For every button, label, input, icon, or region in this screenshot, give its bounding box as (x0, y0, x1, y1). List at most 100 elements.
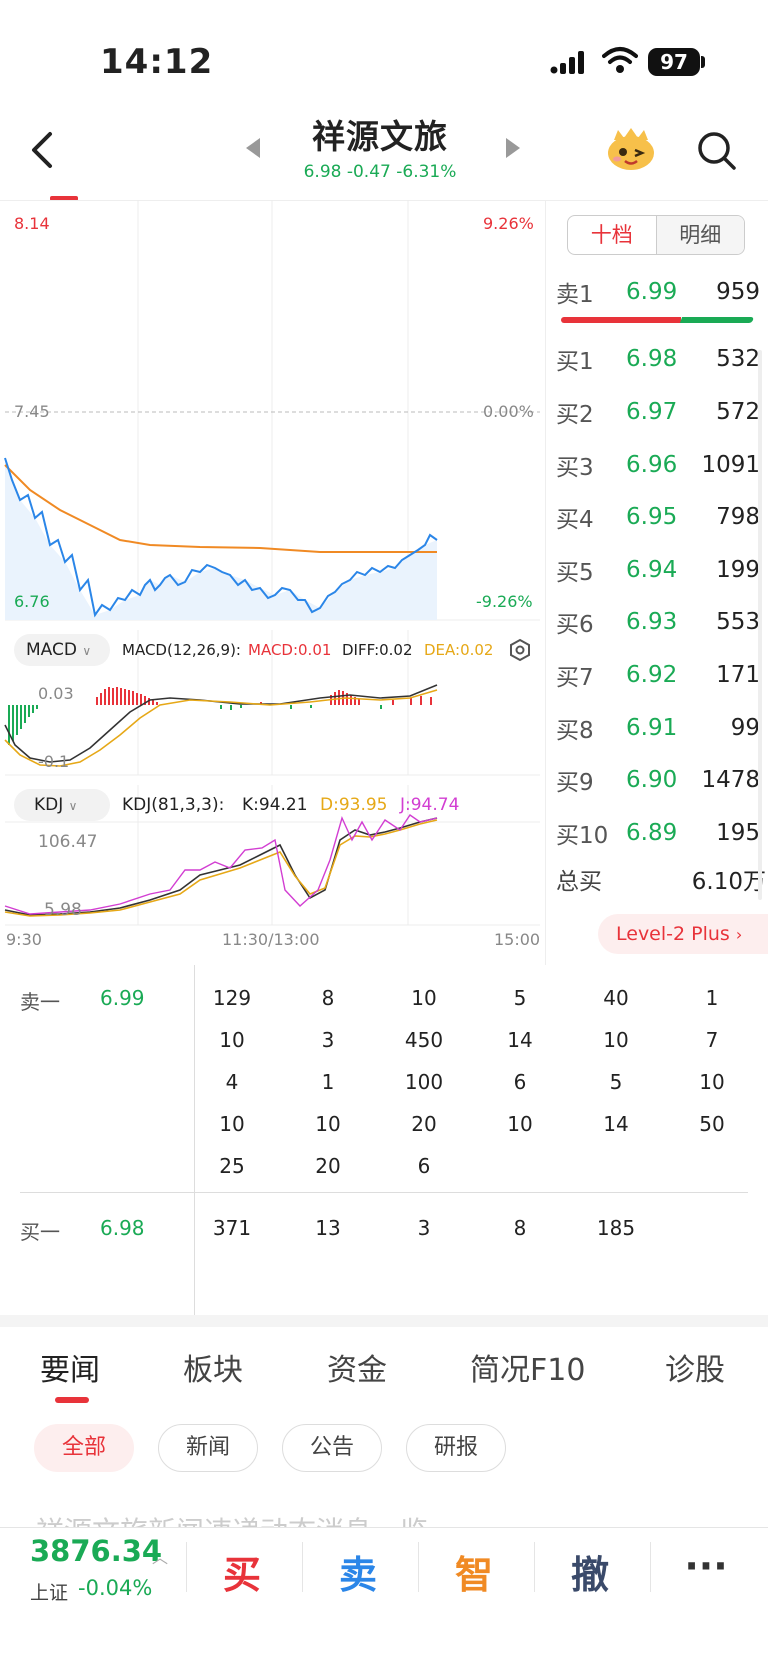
chevron-up-icon[interactable]: ︿ (152, 1548, 169, 1567)
macd-axis-bottom: -0.1 (38, 752, 70, 771)
tab-news-headlines[interactable]: 要闻 (40, 1353, 100, 1388)
more-button[interactable]: ··· (684, 1544, 728, 1588)
next-stock-arrow-icon[interactable] (506, 138, 520, 158)
kdj-axis-bottom: 5.98 (44, 900, 82, 920)
queue-order-size: 50 (699, 1112, 725, 1136)
tab-diagnosis[interactable]: 诊股 (665, 1353, 725, 1388)
tab-sector[interactable]: 板块 (183, 1353, 243, 1388)
buy-sell-ratio-bar-green (679, 317, 755, 323)
cancel-order-button[interactable]: 撤 (570, 1553, 609, 1597)
buy-level-row[interactable]: 买8 6.91 99 (556, 708, 760, 748)
queue-order-size: 4 (225, 1070, 239, 1094)
level-price: 6.98 (626, 346, 678, 372)
header-divider (0, 200, 768, 201)
level-volume: 99 (730, 715, 760, 741)
action-divider (534, 1542, 535, 1592)
buy-level-row[interactable]: 买2 6.97 572 (556, 392, 760, 432)
queue-order-size: 10 (315, 1112, 341, 1136)
back-arrow-icon[interactable] (30, 130, 54, 170)
chevron-down-icon: ∨ (82, 644, 92, 658)
level-volume: 1091 (701, 452, 760, 478)
time-axis-start: 9:30 (6, 930, 42, 949)
chevron-down-icon: ∨ (68, 799, 78, 813)
tab-profile-f10[interactable]: 简况F10 (470, 1353, 586, 1388)
previous-stock-arrow-icon[interactable] (246, 138, 260, 158)
chart-tab-indicator (50, 196, 78, 201)
level-volume: 1478 (701, 767, 760, 793)
queue-order-size: 10 (699, 1070, 725, 1094)
buy-level-row[interactable]: 买3 6.96 1091 (556, 445, 760, 485)
action-divider (302, 1542, 303, 1592)
sell-level-row[interactable]: 卖1 6.99 959 (556, 272, 760, 312)
queue-order-size: 14 (603, 1112, 629, 1136)
buy-level-row[interactable]: 买9 6.90 1478 (556, 760, 760, 800)
queue-order-size: 10 (603, 1028, 629, 1052)
chip-news[interactable]: 新闻 (158, 1424, 258, 1472)
queue-order-size: 20 (411, 1112, 437, 1136)
level-label: 买5 (556, 560, 594, 586)
queue-order-size: 6 (513, 1070, 527, 1094)
level-label: 买7 (556, 665, 594, 691)
queue-order-size: 6 (417, 1154, 431, 1178)
stock-quote-summary: 6.98 -0.47 -6.31% (303, 162, 457, 182)
buy-level-row[interactable]: 买1 6.98 532 (556, 339, 760, 379)
queue-order-size: 8 (321, 986, 335, 1010)
level-label: 买3 (556, 455, 594, 481)
order-book-scrollbar[interactable] (758, 350, 762, 900)
order-book-tabs: 十档 明细 (567, 215, 745, 255)
macd-selector[interactable]: MACD ∨ (14, 634, 110, 666)
news-tab-indicator (55, 1397, 89, 1403)
sell-button[interactable]: 卖 (338, 1553, 377, 1597)
settings-hexagon-icon[interactable] (508, 638, 532, 662)
price-high-label: 8.14 (14, 214, 50, 233)
stock-title: 祥源文旅 (312, 117, 448, 156)
intraday-chart-svg[interactable] (0, 200, 545, 965)
pct-low-label: -9.26% (476, 592, 533, 611)
queue-order-size: 185 (596, 1216, 636, 1240)
queue-order-size: 129 (212, 986, 252, 1010)
level-label: 买10 (556, 823, 609, 849)
index-value[interactable]: 3876.34 (30, 1534, 163, 1568)
level-volume: 798 (716, 504, 760, 530)
queue-buy-label: 买一 (20, 1220, 60, 1244)
buy-level-row[interactable]: 买10 6.89 195 (556, 813, 760, 853)
tab-details[interactable]: 明细 (656, 216, 744, 254)
macd-params: MACD(12,26,9): (122, 641, 241, 659)
buy-level-row[interactable]: 买6 6.93 553 (556, 602, 760, 642)
level-volume: 572 (716, 399, 760, 425)
level-volume: 532 (716, 346, 760, 372)
mascot-assistant-icon[interactable] (606, 126, 656, 172)
level-price: 6.97 (626, 399, 678, 425)
intraday-chart-area[interactable]: 8.14 9.26% 7.45 0.00% 6.76 -9.26% MACD ∨… (0, 200, 545, 965)
kdj-params: KDJ(81,3,3): (122, 795, 225, 815)
buy-level-row[interactable]: 买5 6.94 199 (556, 550, 760, 590)
chip-research[interactable]: 研报 (406, 1424, 506, 1472)
level-price: 6.89 (626, 820, 678, 846)
macd-axis-top: 0.03 (38, 684, 74, 703)
tab-ten-levels[interactable]: 十档 (568, 216, 657, 254)
queue-order-size: 3 (321, 1028, 335, 1052)
kdj-selector[interactable]: KDJ ∨ (14, 789, 110, 821)
level-label: 买2 (556, 402, 594, 428)
order-queue-section (0, 965, 768, 1315)
queue-order-size: 10 (219, 1028, 245, 1052)
chip-all[interactable]: 全部 (34, 1424, 134, 1472)
cellular-signal-icon (550, 51, 584, 74)
smart-button[interactable]: 智 (454, 1553, 493, 1597)
search-icon[interactable] (696, 130, 738, 172)
queue-order-size: 8 (513, 1216, 527, 1240)
buy-sell-ratio-bar-red (561, 317, 681, 323)
queue-order-size: 5 (513, 986, 527, 1010)
time-axis-mid: 11:30/13:00 (222, 930, 320, 949)
total-buy-value: 6.10万 (691, 869, 766, 895)
level-price: 6.92 (626, 662, 678, 688)
level-label: 买1 (556, 349, 594, 375)
buy-button[interactable]: 买 (222, 1553, 261, 1597)
buy-level-row[interactable]: 买7 6.92 171 (556, 655, 760, 695)
tab-capital[interactable]: 资金 (327, 1353, 387, 1388)
level-price: 6.94 (626, 557, 678, 583)
buy-level-row[interactable]: 买4 6.95 798 (556, 497, 760, 537)
level2-plus-button[interactable]: Level-2 Plus › (598, 914, 768, 954)
queue-order-size: 5 (609, 1070, 623, 1094)
chip-announcements[interactable]: 公告 (282, 1424, 382, 1472)
